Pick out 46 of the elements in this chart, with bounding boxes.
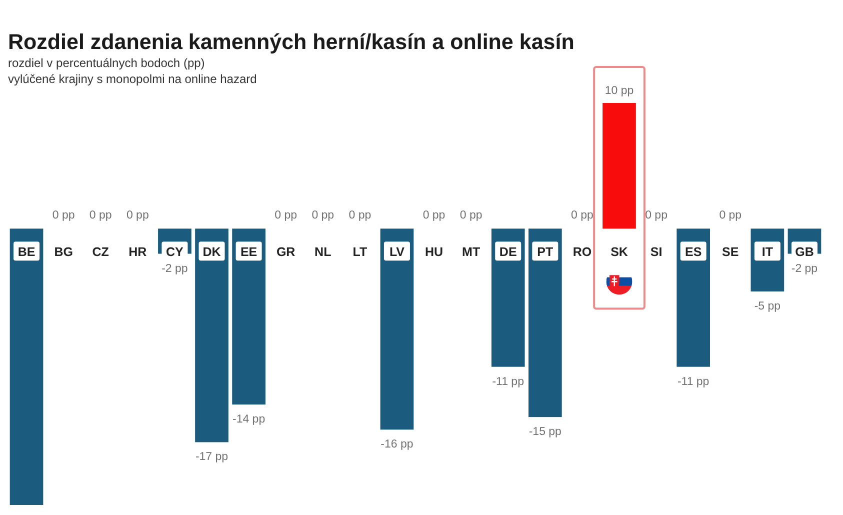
data-label: -2 pp bbox=[791, 262, 818, 275]
text: vylúčené krajiny s monopolmi na online hazard bbox=[8, 72, 257, 86]
x-tick-label: SE bbox=[722, 245, 739, 260]
data-label: -2 pp bbox=[162, 262, 188, 275]
x-tick-label: SI bbox=[650, 245, 662, 260]
x-tick-label: DK bbox=[202, 245, 221, 260]
data-label: 10 pp bbox=[604, 85, 634, 97]
data-label: 0 pp bbox=[422, 210, 446, 222]
data-label: 0 pp bbox=[52, 210, 75, 222]
x-tick-label: GR bbox=[276, 245, 296, 260]
x-tick-label: MT bbox=[462, 245, 480, 260]
data-label: -16 pp bbox=[380, 438, 414, 451]
x-tick-label: CY bbox=[166, 245, 184, 260]
x-tick-label: BE bbox=[18, 245, 36, 260]
data-label: 0 pp bbox=[89, 210, 112, 222]
data-label: 0 pp bbox=[571, 210, 594, 222]
data-label: -15 pp bbox=[528, 426, 562, 438]
chart-subtitle: rozdiel v percentuálnych bodoch (pp) bbox=[8, 56, 205, 70]
data-label: -11 pp bbox=[677, 376, 710, 388]
x-tick-label: CZ bbox=[92, 245, 110, 260]
data-label: 0 pp bbox=[719, 210, 742, 222]
data-label: 0 pp bbox=[126, 210, 149, 222]
x-tick-label: BG bbox=[54, 245, 73, 260]
data-label: -5 pp bbox=[754, 300, 781, 312]
data-label: 0 pp bbox=[348, 210, 372, 222]
x-tick-label: LV bbox=[389, 245, 406, 260]
x-tick-label: RO bbox=[572, 245, 592, 260]
x-tick-label: GB bbox=[795, 245, 814, 260]
x-tick-label: IT bbox=[762, 245, 774, 260]
data-label: 0 pp bbox=[460, 210, 482, 222]
x-tick-label: DE bbox=[499, 245, 517, 260]
x-tick-label: SK bbox=[610, 245, 628, 260]
chart-title: Rozdiel zdanenia kamenných herní/kasín a online kasín bbox=[8, 30, 574, 54]
data-label: -17 pp bbox=[195, 451, 228, 464]
data-label: 0 pp bbox=[312, 210, 334, 222]
x-tick-label: HU bbox=[424, 245, 444, 260]
data-label: 0 pp bbox=[645, 210, 668, 222]
data-label: -11 pp bbox=[492, 376, 524, 388]
data-label: 0 pp bbox=[274, 210, 298, 222]
x-tick-label: ES bbox=[684, 245, 702, 260]
x-tick-label: PT bbox=[537, 245, 554, 260]
x-tick-label: NL bbox=[314, 245, 332, 260]
x-tick-label: HR bbox=[128, 245, 147, 260]
x-tick-label: EE bbox=[240, 245, 258, 260]
data-label: -14 pp bbox=[232, 414, 266, 426]
x-tick-label: LT bbox=[352, 245, 368, 260]
